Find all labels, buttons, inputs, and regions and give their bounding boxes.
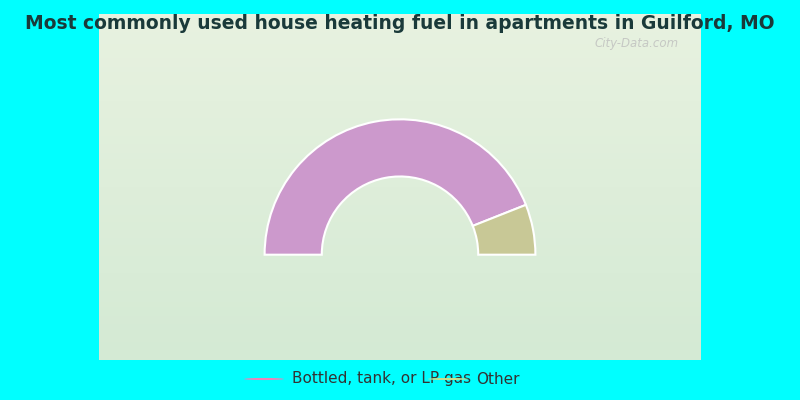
- Circle shape: [244, 378, 284, 380]
- Wedge shape: [473, 205, 535, 255]
- Text: City-Data.com: City-Data.com: [594, 36, 678, 50]
- Text: Other: Other: [476, 372, 519, 386]
- Text: Most commonly used house heating fuel in apartments in Guilford, MO: Most commonly used house heating fuel in…: [25, 14, 775, 33]
- Circle shape: [428, 378, 468, 380]
- Text: Bottled, tank, or LP gas: Bottled, tank, or LP gas: [292, 372, 471, 386]
- Wedge shape: [265, 119, 526, 255]
